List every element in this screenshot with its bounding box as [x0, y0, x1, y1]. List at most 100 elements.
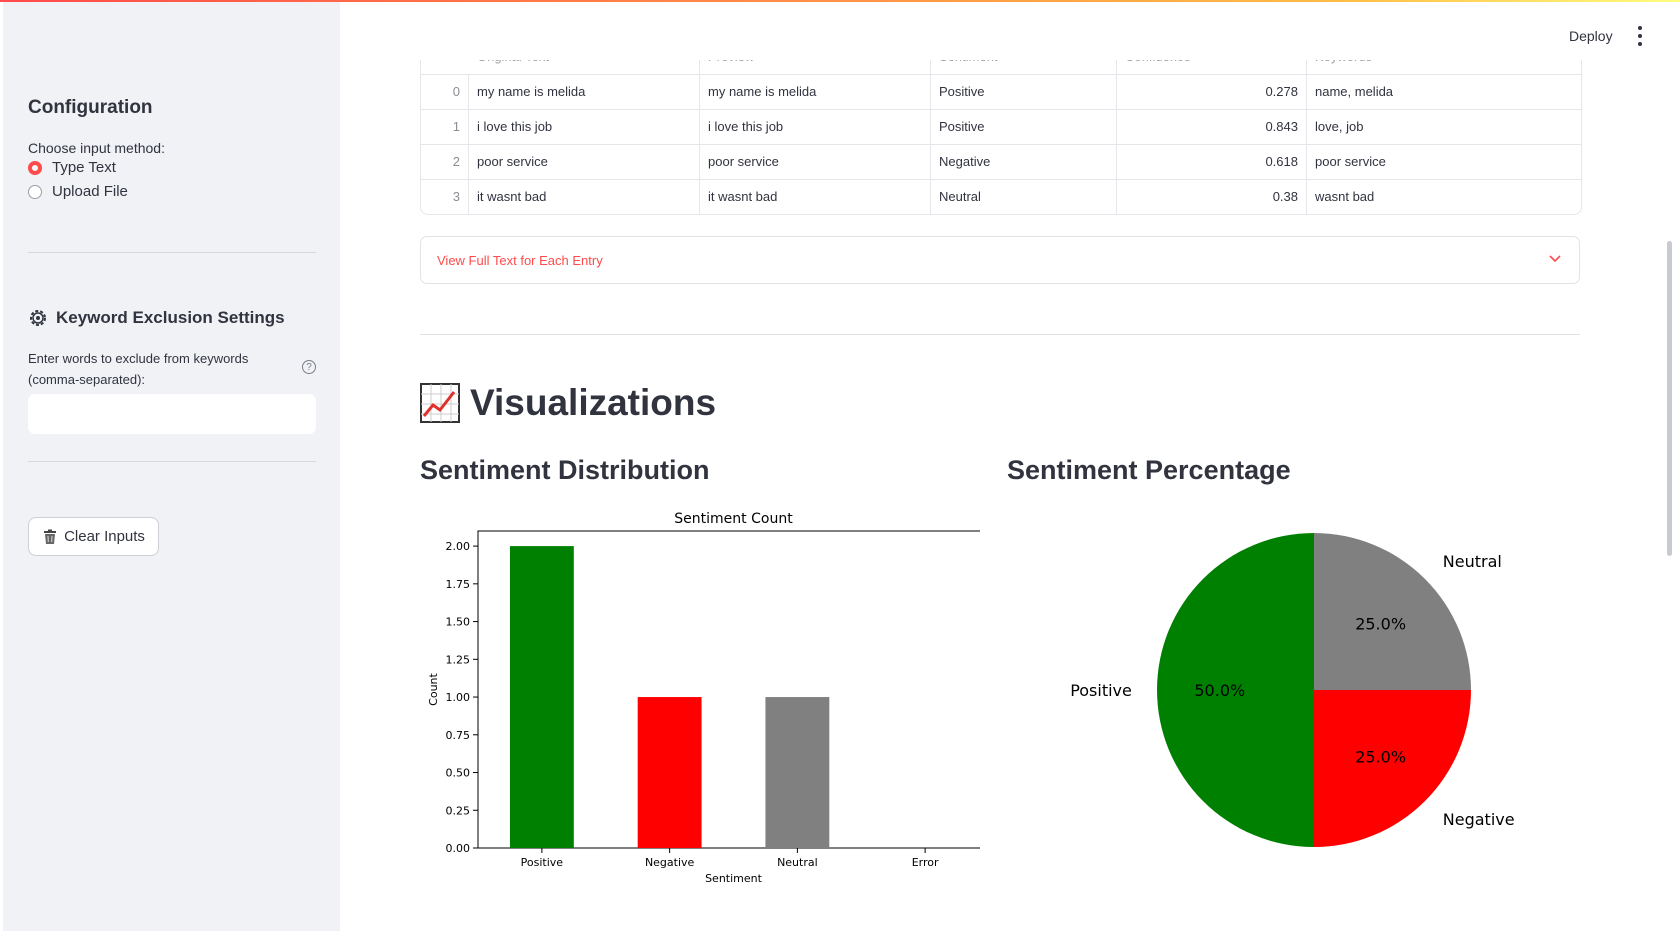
cell-confidence: 0.278: [1117, 75, 1307, 109]
row-index: 2: [421, 145, 469, 179]
sidebar-divider: [28, 252, 316, 253]
cell-confidence: 0.38: [1117, 180, 1307, 214]
gear-icon: [30, 310, 46, 326]
y-tick-label: 0.00: [446, 842, 471, 855]
pie-label: Neutral: [1443, 552, 1502, 571]
x-tick-label: Positive: [521, 856, 564, 869]
cell-keywords: name, melida: [1315, 84, 1394, 99]
radio-unselected-icon[interactable]: [28, 184, 42, 199]
table-row[interactable]: 3 it wasnt bad it wasnt bad Neutral 0.38…: [421, 179, 1581, 214]
y-tick-label: 1.00: [446, 691, 471, 704]
column-header[interactable]: Keywords: [1307, 60, 1581, 74]
full-text-expander[interactable]: View Full Text for Each Entry: [420, 236, 1580, 284]
chart-increasing-icon: [420, 383, 460, 423]
top-decoration-bar: [0, 0, 1680, 2]
radio-type-text[interactable]: Type Text: [28, 159, 116, 176]
scrollbar[interactable]: [1667, 241, 1672, 556]
visualizations-heading: Visualizations: [420, 382, 716, 424]
column-header[interactable]: Preview: [700, 60, 931, 74]
pie-percent-label: 50.0%: [1194, 681, 1245, 700]
pie-percent-label: 25.0%: [1355, 748, 1406, 767]
x-tick-label: Neutral: [777, 856, 818, 869]
column-header[interactable]: Sentiment: [931, 60, 1117, 74]
pie-slice-neutral: [1314, 533, 1471, 690]
cell-confidence: 0.843: [1117, 110, 1307, 144]
pie-slice-positive: [1157, 533, 1314, 847]
cell-preview: i love this job: [700, 110, 931, 144]
y-tick-label: 1.25: [446, 653, 471, 666]
y-tick-label: 0.75: [446, 729, 471, 742]
pie-label: Negative: [1443, 810, 1515, 829]
pie-percent-label: 25.0%: [1355, 614, 1406, 633]
radio-label: Upload File: [52, 183, 128, 200]
cell-preview: poor service: [700, 145, 931, 179]
y-tick-label: 1.50: [446, 616, 471, 629]
row-index: 1: [421, 110, 469, 144]
cell-preview: my name is melida: [700, 75, 931, 109]
y-tick-label: 1.75: [446, 578, 471, 591]
cell-sentiment: Positive: [931, 110, 1117, 144]
column-header[interactable]: Original Text: [469, 60, 700, 74]
sidebar: Configuration Choose input method: Type …: [3, 2, 340, 931]
sidebar-divider: [28, 461, 316, 462]
visualizations-title: Visualizations: [470, 382, 717, 423]
sentiment-bar-chart: Sentiment Count 0.00 0.25 0.50 0.75 1.00 1.25 1…: [427, 511, 980, 885]
cell-keywords: wasnt bad: [1315, 189, 1375, 204]
y-axis-label: Count: [427, 672, 440, 705]
cell-preview: it wasnt bad: [700, 180, 931, 214]
trash-icon: [44, 529, 57, 544]
expander-label: View Full Text for Each Entry: [437, 253, 603, 268]
radio-upload-file[interactable]: Upload File: [28, 183, 128, 200]
table-row[interactable]: 1 i love this job i love this job Positi…: [421, 109, 1581, 144]
y-tick-label: 2.00: [446, 540, 471, 553]
clear-inputs-button[interactable]: Clear Inputs: [28, 517, 159, 556]
cell-keywords: poor service: [1315, 154, 1386, 169]
sidebar-title: Configuration: [28, 97, 153, 118]
keyword-exclusion-title-text: Keyword Exclusion Settings: [56, 308, 285, 327]
cell-original-text: my name is melida: [469, 75, 700, 109]
chart-title: Sentiment Count: [674, 511, 793, 527]
question-circle-icon[interactable]: ?: [302, 360, 316, 374]
table-row[interactable]: 0 my name is melida my name is melida Po…: [421, 74, 1581, 109]
chevron-down-icon: [1549, 255, 1561, 263]
keyword-exclusion-title: Keyword Exclusion Settings: [28, 308, 285, 328]
clear-inputs-label: Clear Inputs: [64, 528, 145, 545]
section-divider: [420, 334, 1580, 335]
cell-sentiment: Neutral: [931, 180, 1117, 214]
cell-confidence: 0.618: [1117, 145, 1307, 179]
bar-neutral: [765, 697, 830, 848]
y-tick-label: 0.25: [446, 804, 471, 817]
deploy-button[interactable]: Deploy: [1569, 28, 1613, 44]
exclusion-input-label: Enter words to exclude from keywords (co…: [28, 351, 249, 387]
cell-original-text: it wasnt bad: [469, 180, 700, 214]
cell-original-text: i love this job: [469, 110, 700, 144]
x-tick-label: Error: [912, 856, 939, 869]
y-tick-label: 0.50: [446, 767, 471, 780]
cell-original-text: poor service: [469, 145, 700, 179]
pie-label: Positive: [1070, 681, 1132, 700]
input-method-label: Choose input method:: [28, 140, 165, 156]
bar-positive: [509, 546, 574, 848]
bar-section-title: Sentiment Distribution: [420, 455, 710, 485]
table-row[interactable]: 2 poor service poor service Negative 0.6…: [421, 144, 1581, 179]
radio-selected-icon[interactable]: [28, 160, 42, 175]
plot-frame: [477, 530, 980, 849]
table-header-row: Original Text Preview Sentiment Confiden…: [421, 60, 1581, 94]
cell-keywords: love, job: [1315, 119, 1364, 134]
results-table: Original Text Preview Sentiment Confiden…: [420, 60, 1582, 215]
pie-section-title: Sentiment Percentage: [1007, 455, 1291, 485]
cell-sentiment: Positive: [931, 75, 1117, 109]
main-content: Deploy Original Text Preview Sentiment C…: [340, 2, 1680, 933]
cell-sentiment: Negative: [931, 145, 1117, 179]
x-axis-label: Sentiment: [705, 872, 763, 885]
bar-negative: [637, 697, 702, 848]
pie-slice-negative: [1314, 690, 1471, 847]
row-index: 3: [421, 180, 469, 214]
sentiment-pie-chart: Neutral 25.0% Negative 25.0% Positive 50.0%: [1070, 533, 1515, 847]
x-tick-label: Negative: [645, 856, 695, 869]
column-header[interactable]: Confidence: [1117, 60, 1307, 74]
row-index: 0: [421, 75, 469, 109]
exclusion-input[interactable]: [28, 394, 316, 434]
more-options-icon[interactable]: [1632, 26, 1648, 46]
radio-label: Type Text: [52, 159, 116, 176]
